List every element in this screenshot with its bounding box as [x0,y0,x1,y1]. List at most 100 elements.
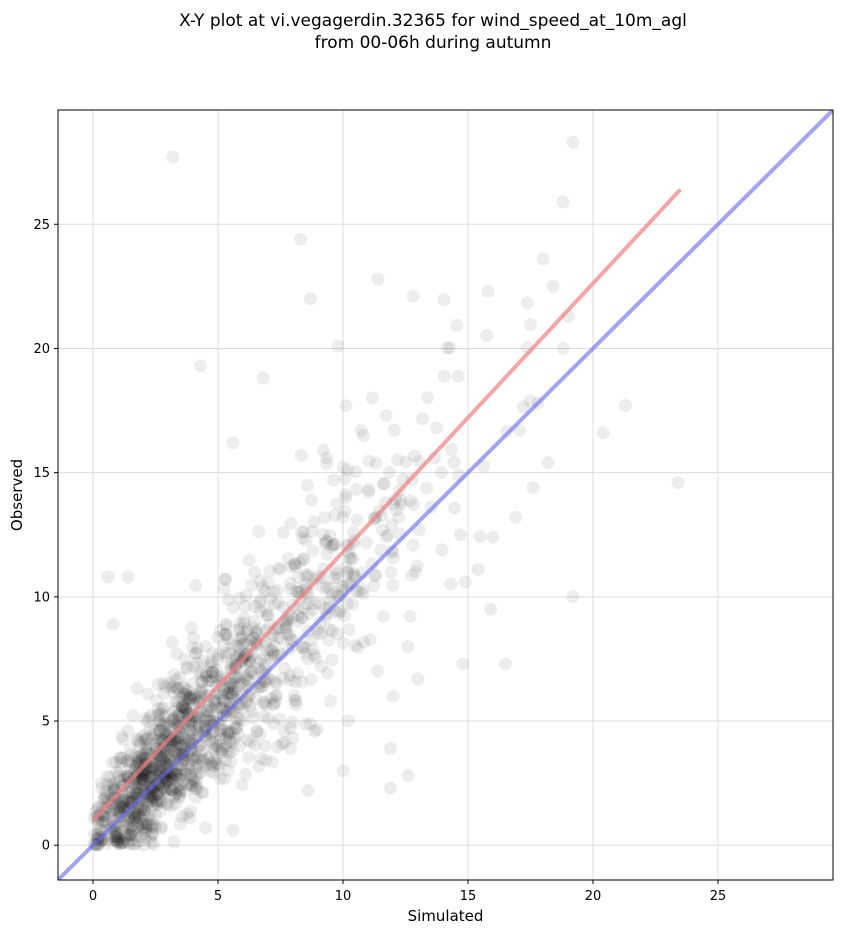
data-point [199,723,213,737]
data-point [258,649,272,663]
data-point [320,451,334,465]
data-point [125,796,139,810]
data-point [268,639,282,653]
data-point [341,564,355,578]
data-point [245,578,259,592]
data-point [225,638,239,652]
data-point [187,688,201,702]
data-point [207,766,221,780]
data-point [172,783,186,797]
data-point [254,574,268,588]
data-point [132,777,146,791]
data-point [126,709,140,723]
reference-lines [58,110,833,880]
data-point [153,754,167,768]
data-point [145,827,159,841]
data-point [258,584,272,598]
data-point [202,751,216,765]
data-point [178,764,192,778]
data-point [172,707,186,721]
chart-title: X-Y plot at vi.vegagerdin.32365 for wind… [179,11,687,53]
data-point [110,832,124,846]
data-point [338,609,352,623]
data-point [249,626,263,640]
x-tick-label: 25 [710,889,727,904]
data-point [232,623,246,637]
data-point [348,638,362,652]
data-point [288,557,302,571]
data-point [229,670,243,684]
data-point [95,781,109,795]
data-point [168,788,182,802]
data-point [214,732,228,746]
data-point [157,700,171,714]
data-point [174,762,188,776]
data-point [157,686,171,700]
data-point [153,756,167,770]
data-point [225,744,239,758]
data-point [181,691,195,705]
data-point [150,787,164,801]
data-point [119,832,133,846]
data-point [144,770,158,784]
data-point [339,399,353,413]
data-point [336,510,350,524]
data-point [223,732,237,746]
data-point [129,732,143,746]
data-point [148,767,162,781]
data-point [212,701,226,715]
data-point [277,736,291,750]
data-point [183,811,197,825]
data-point [170,734,184,748]
data-point [165,713,179,727]
data-point [152,787,166,801]
data-point [185,758,199,772]
data-point [205,674,219,688]
data-point [140,732,154,746]
data-point [318,511,332,525]
data-point [153,804,167,818]
data-point [184,719,198,733]
data-point [193,711,207,725]
data-point [217,694,231,708]
data-point [256,580,270,594]
data-point [208,753,222,767]
data-point [209,756,223,770]
plot-area-frame [57,109,834,881]
data-point [359,536,373,550]
data-point [459,575,472,589]
data-point [132,751,146,765]
data-point [128,811,142,825]
data-point [124,827,138,841]
data-point [141,773,155,787]
data-point [184,767,198,781]
data-point [556,195,570,209]
data-point [217,772,231,786]
data-point [209,738,223,752]
data-point [158,776,172,790]
data-point [338,504,352,518]
x-tick-label: 5 [214,889,222,904]
data-point [139,824,153,838]
data-point [165,740,179,754]
data-point [171,719,185,733]
data-point [159,783,173,797]
data-point [193,683,207,697]
data-point [192,718,206,732]
data-point [188,646,202,660]
data-point [116,824,130,838]
data-point [135,771,149,785]
data-point [135,801,149,815]
data-point [180,660,194,674]
data-point [105,755,119,769]
data-point [444,443,458,457]
data-point [211,630,225,644]
data-point [204,655,218,669]
data-point [285,611,299,625]
data-point [115,730,129,744]
data-point [271,596,285,610]
data-point [176,700,190,714]
data-point [420,391,434,405]
data-point [144,830,158,844]
data-point [219,628,233,642]
